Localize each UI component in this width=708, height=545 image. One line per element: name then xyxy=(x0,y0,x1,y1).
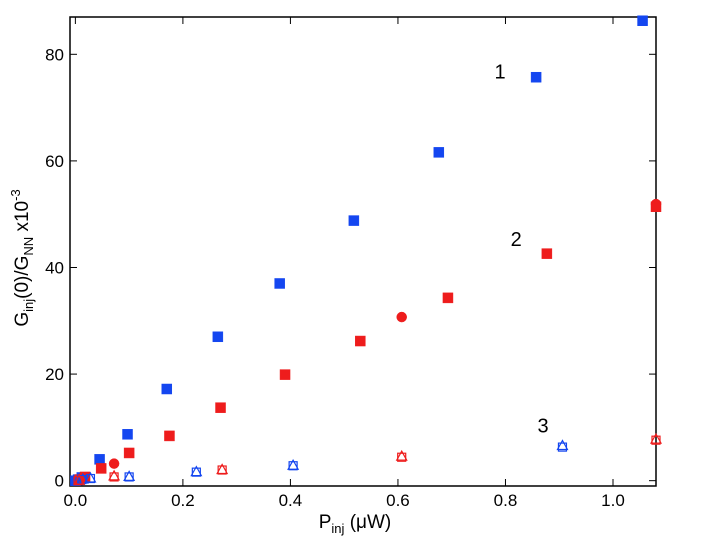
plot-frame xyxy=(69,16,657,487)
data-point xyxy=(84,471,97,483)
data-point xyxy=(216,463,229,475)
axis-ticks: 0.0 0.2 0.4 0.6 0.8 1.0 0 20 40 60 80 xyxy=(45,17,656,510)
annotations: 1 2 3 xyxy=(495,61,549,437)
data-point xyxy=(123,447,135,459)
data-point xyxy=(649,432,663,444)
y-tick-label: 20 xyxy=(45,365,64,384)
data-point xyxy=(395,449,408,461)
y-tick-label: 80 xyxy=(45,45,64,64)
y-tick-label: 40 xyxy=(45,258,64,277)
data-point xyxy=(442,292,454,304)
data-point xyxy=(95,463,107,474)
data-point xyxy=(396,311,407,323)
y-axis-label: Ginj(0)/GNN x10-3 xyxy=(8,189,36,326)
x-tick-label: 0.0 xyxy=(64,491,88,510)
x-tick-label: 0.6 xyxy=(386,491,410,510)
x-tick-label: 0.8 xyxy=(494,491,518,510)
data-point xyxy=(212,331,224,343)
series-annotation: 1 xyxy=(495,61,506,83)
data-point xyxy=(108,469,121,481)
data-point xyxy=(123,470,136,482)
series-annotation: 3 xyxy=(538,416,549,438)
x-axis-label: Pinj (μW) xyxy=(319,512,392,536)
data-points xyxy=(70,15,663,486)
data-point xyxy=(556,439,569,451)
data-point xyxy=(355,335,366,347)
data-point xyxy=(94,454,105,465)
data-point xyxy=(215,402,226,413)
x-tick-label: 1.0 xyxy=(601,491,625,510)
y-tick-label: 60 xyxy=(45,152,64,171)
data-point xyxy=(637,15,648,26)
data-point xyxy=(190,465,203,477)
data-point xyxy=(108,458,120,469)
x-tick-label: 0.2 xyxy=(171,491,195,510)
y-tick-label: 0 xyxy=(55,472,64,491)
data-point xyxy=(164,430,175,442)
data-point xyxy=(348,215,360,226)
data-point xyxy=(433,147,445,158)
series-annotation: 2 xyxy=(511,229,522,251)
x-tick-label: 0.4 xyxy=(279,491,303,510)
data-point xyxy=(541,248,553,259)
data-point xyxy=(161,383,173,395)
data-point xyxy=(287,458,300,470)
data-point xyxy=(73,473,86,485)
data-point xyxy=(279,369,291,380)
data-point xyxy=(650,198,662,210)
data-point xyxy=(530,71,542,83)
data-point xyxy=(274,278,285,289)
data-point xyxy=(122,429,133,440)
